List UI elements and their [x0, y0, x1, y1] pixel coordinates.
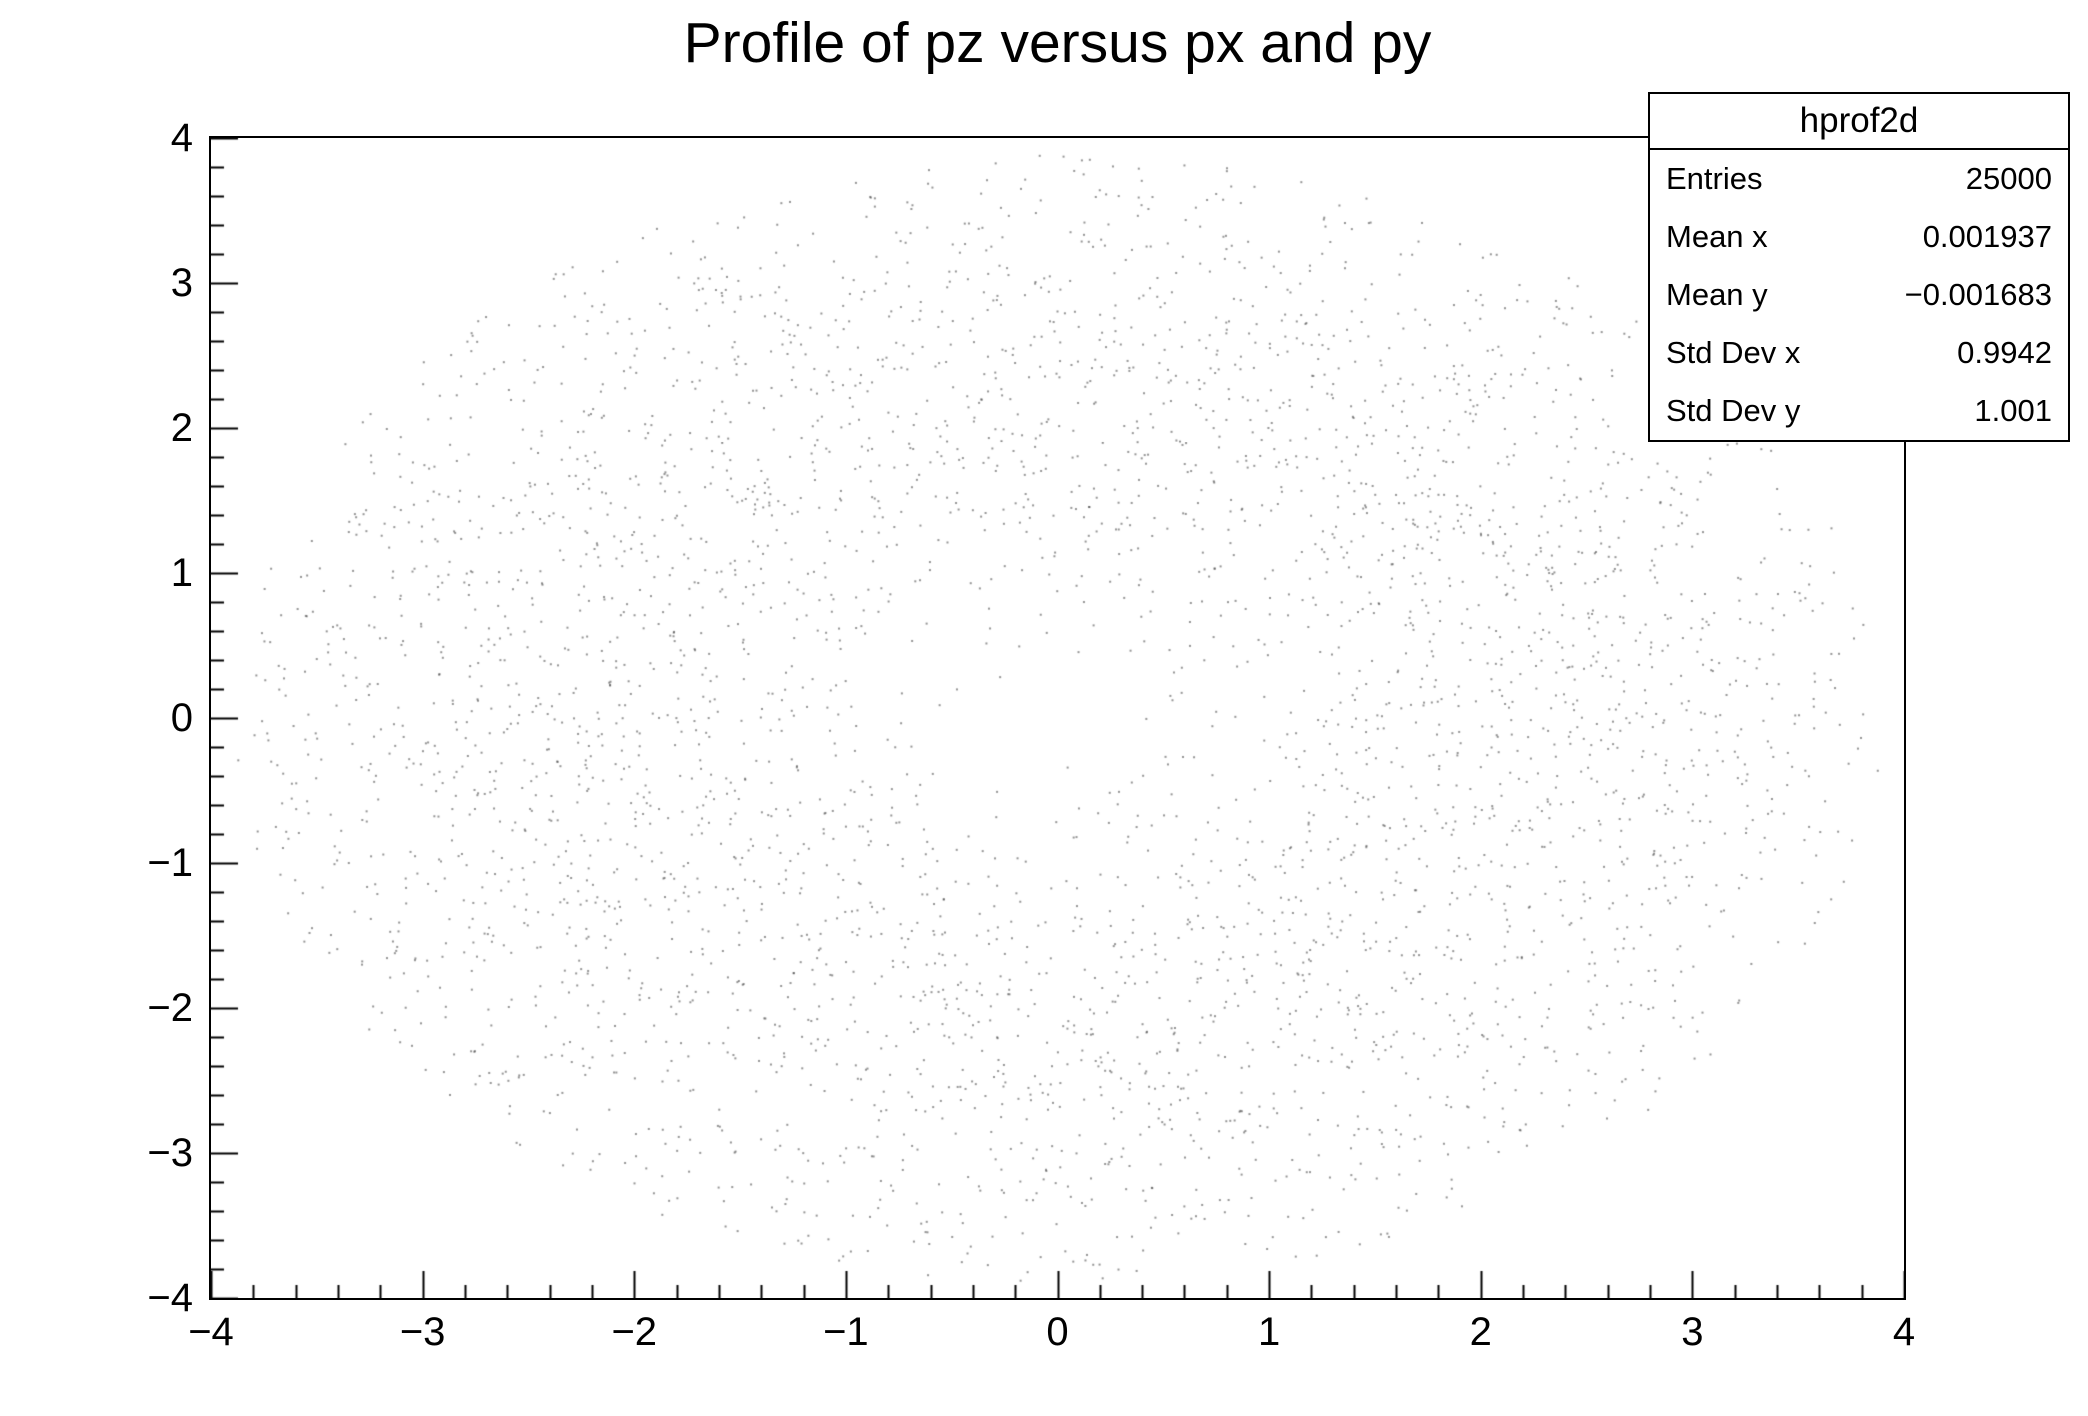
y-tick-label: 0 [170, 696, 193, 740]
stats-box-title: hprof2d [1650, 94, 2068, 150]
scatter-canvas [211, 138, 1904, 1298]
x-tick-label: 0 [1046, 1310, 1069, 1354]
y-tick-label: −3 [147, 1131, 193, 1175]
x-tick-label: 3 [1681, 1310, 1704, 1354]
x-tick-label: −2 [611, 1310, 658, 1354]
y-tick-label: −4 [147, 1276, 193, 1320]
x-tick-label: 2 [1469, 1310, 1492, 1354]
x-tick-label: 1 [1258, 1310, 1281, 1354]
stats-row: Std Dev y 1.001 [1650, 382, 2068, 440]
stat-label: Mean x [1666, 219, 1768, 254]
stats-row: Entries 25000 [1650, 150, 2068, 208]
stat-value: 0.001937 [1922, 219, 2052, 254]
x-tick-label: −1 [823, 1310, 869, 1354]
y-tick-label: 3 [170, 261, 193, 305]
stat-value: 25000 [1965, 161, 2052, 196]
y-tick-label: −2 [147, 986, 193, 1030]
stats-box-rows: Entries 25000 Mean x 0.001937 Mean y −0.00168… [1650, 150, 2068, 440]
stat-label: Mean y [1666, 277, 1768, 312]
stat-label: Std Dev x [1666, 335, 1801, 370]
stats-row: Mean y −0.001683 [1650, 266, 2068, 324]
x-tick-label: −4 [188, 1310, 234, 1354]
stats-row: Mean x 0.001937 [1650, 208, 2068, 266]
y-tick-label: −1 [147, 841, 193, 885]
chart-title: Profile of pz versus px and py [683, 11, 1432, 75]
stat-value: 1.001 [1974, 393, 2052, 428]
stat-value: 0.9942 [1957, 335, 2052, 370]
x-tick-label: −3 [399, 1310, 446, 1354]
stat-value: −0.001683 [1904, 277, 2052, 312]
y-tick-label: 2 [170, 406, 193, 450]
x-tick-label: 4 [1892, 1310, 1916, 1354]
y-tick-label: 1 [170, 551, 193, 595]
plot-frame [209, 136, 1906, 1300]
stats-box: hprof2d Entries 25000 Mean x 0.001937 Mean y… [1648, 92, 2070, 442]
stat-label: Std Dev y [1666, 393, 1801, 428]
stats-row: Std Dev x 0.9942 [1650, 324, 2068, 382]
stat-label: Entries [1666, 161, 1763, 196]
y-tick-label: 4 [170, 116, 193, 160]
